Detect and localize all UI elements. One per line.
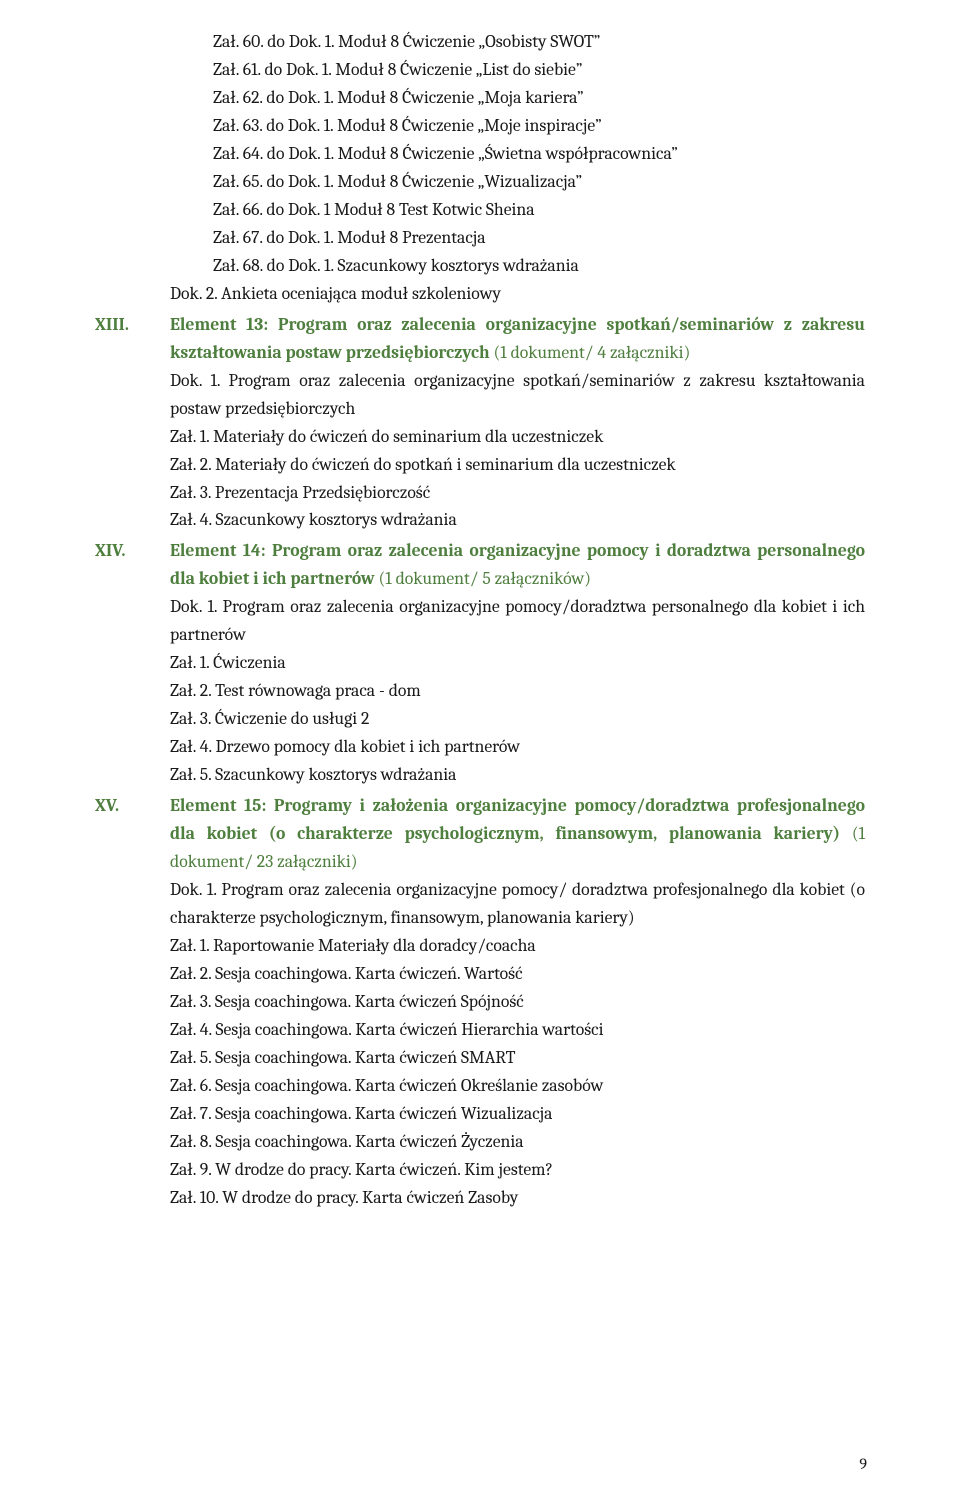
attachment-line: Zał. 2. Materiały do ćwiczeń do spotkań … [170, 452, 865, 480]
attachment-line: Zał. 60. do Dok. 1. Moduł 8 Ćwiczenie „O… [213, 29, 865, 57]
dok-line: Dok. 1. Program oraz zalecenia organizac… [170, 594, 865, 650]
roman-numeral: XV. [95, 793, 170, 821]
attachment-line: Zał. 1. Materiały do ćwiczeń do seminari… [170, 424, 865, 452]
attachment-line: Zał. 3. Prezentacja Przedsiębiorczość [170, 480, 865, 508]
attachment-line: Zał. 4. Sesja coachingowa. Karta ćwiczeń… [170, 1017, 865, 1045]
attachment-line: Zał. 8. Sesja coachingowa. Karta ćwiczeń… [170, 1129, 865, 1157]
document-page: Zał. 60. do Dok. 1. Moduł 8 Ćwiczenie „O… [0, 0, 960, 1499]
attachment-line: Zał. 1. Ćwiczenia [170, 650, 865, 678]
dok-line: Dok. 1. Program oraz zalecenia organizac… [170, 368, 865, 424]
attachment-line: Zał. 2. Sesja coachingowa. Karta ćwiczeń… [170, 961, 865, 989]
section-title: Element 15: Programy i założenia organiz… [170, 793, 865, 877]
attachment-line: Zał. 67. do Dok. 1. Moduł 8 Prezentacja [213, 225, 865, 253]
section-xiii: XIII. Element 13: Program oraz zalecenia… [95, 312, 865, 368]
section-xiv: XIV. Element 14: Program oraz zalecenia … [95, 538, 865, 594]
roman-numeral: XIV. [95, 538, 170, 566]
attachment-line: Zał. 10. W drodze do pracy. Karta ćwicze… [170, 1185, 865, 1213]
attachment-line: Zał. 61. do Dok. 1. Moduł 8 Ćwiczenie „L… [213, 57, 865, 85]
attachment-line: Zał. 68. do Dok. 1. Szacunkowy kosztorys… [213, 253, 865, 281]
attachment-line: Zał. 2. Test równowaga praca - dom [170, 678, 865, 706]
section-title-tail: (1 dokument/ 5 załączników) [375, 569, 591, 589]
section-title-bold: Element 15: Programy i założenia organiz… [170, 796, 865, 844]
section-title-tail: (1 dokument/ 4 załączniki) [490, 343, 691, 363]
attachment-line: Zał. 6. Sesja coachingowa. Karta ćwiczeń… [170, 1073, 865, 1101]
attachment-line: Zał. 63. do Dok. 1. Moduł 8 Ćwiczenie „M… [213, 113, 865, 141]
page-number: 9 [859, 1455, 867, 1473]
dok2-line: Dok. 2. Ankieta oceniająca moduł szkolen… [170, 281, 865, 309]
dok-line: Dok. 1. Program oraz zalecenia organizac… [170, 877, 865, 933]
attachment-line: Zał. 65. do Dok. 1. Moduł 8 Ćwiczenie „W… [213, 169, 865, 197]
attachment-line: Zał. 4. Szacunkowy kosztorys wdrażania [170, 507, 865, 535]
attachment-line: Zał. 5. Sesja coachingowa. Karta ćwiczeń… [170, 1045, 865, 1073]
section-title: Element 13: Program oraz zalecenia organ… [170, 312, 865, 368]
attachment-line: Zał. 3. Sesja coachingowa. Karta ćwiczeń… [170, 989, 865, 1017]
attachment-line: Zał. 62. do Dok. 1. Moduł 8 Ćwiczenie „M… [213, 85, 865, 113]
attachment-line: Zał. 1. Raportowanie Materiały dla dorad… [170, 933, 865, 961]
attachment-line: Zał. 7. Sesja coachingowa. Karta ćwiczeń… [170, 1101, 865, 1129]
roman-numeral: XIII. [95, 312, 170, 340]
attachment-line: Zał. 64. do Dok. 1. Moduł 8 Ćwiczenie „Ś… [213, 141, 865, 169]
attachment-line: Zał. 5. Szacunkowy kosztorys wdrażania [170, 762, 865, 790]
section-xv: XV. Element 15: Programy i założenia org… [95, 793, 865, 877]
section-title: Element 14: Program oraz zalecenia organ… [170, 538, 865, 594]
attachment-line: Zał. 4. Drzewo pomocy dla kobiet i ich p… [170, 734, 865, 762]
attachment-line: Zał. 3. Ćwiczenie do usługi 2 [170, 706, 865, 734]
attachment-line: Zał. 9. W drodze do pracy. Karta ćwiczeń… [170, 1157, 865, 1185]
attachment-line: Zał. 66. do Dok. 1 Moduł 8 Test Kotwic S… [213, 197, 865, 225]
